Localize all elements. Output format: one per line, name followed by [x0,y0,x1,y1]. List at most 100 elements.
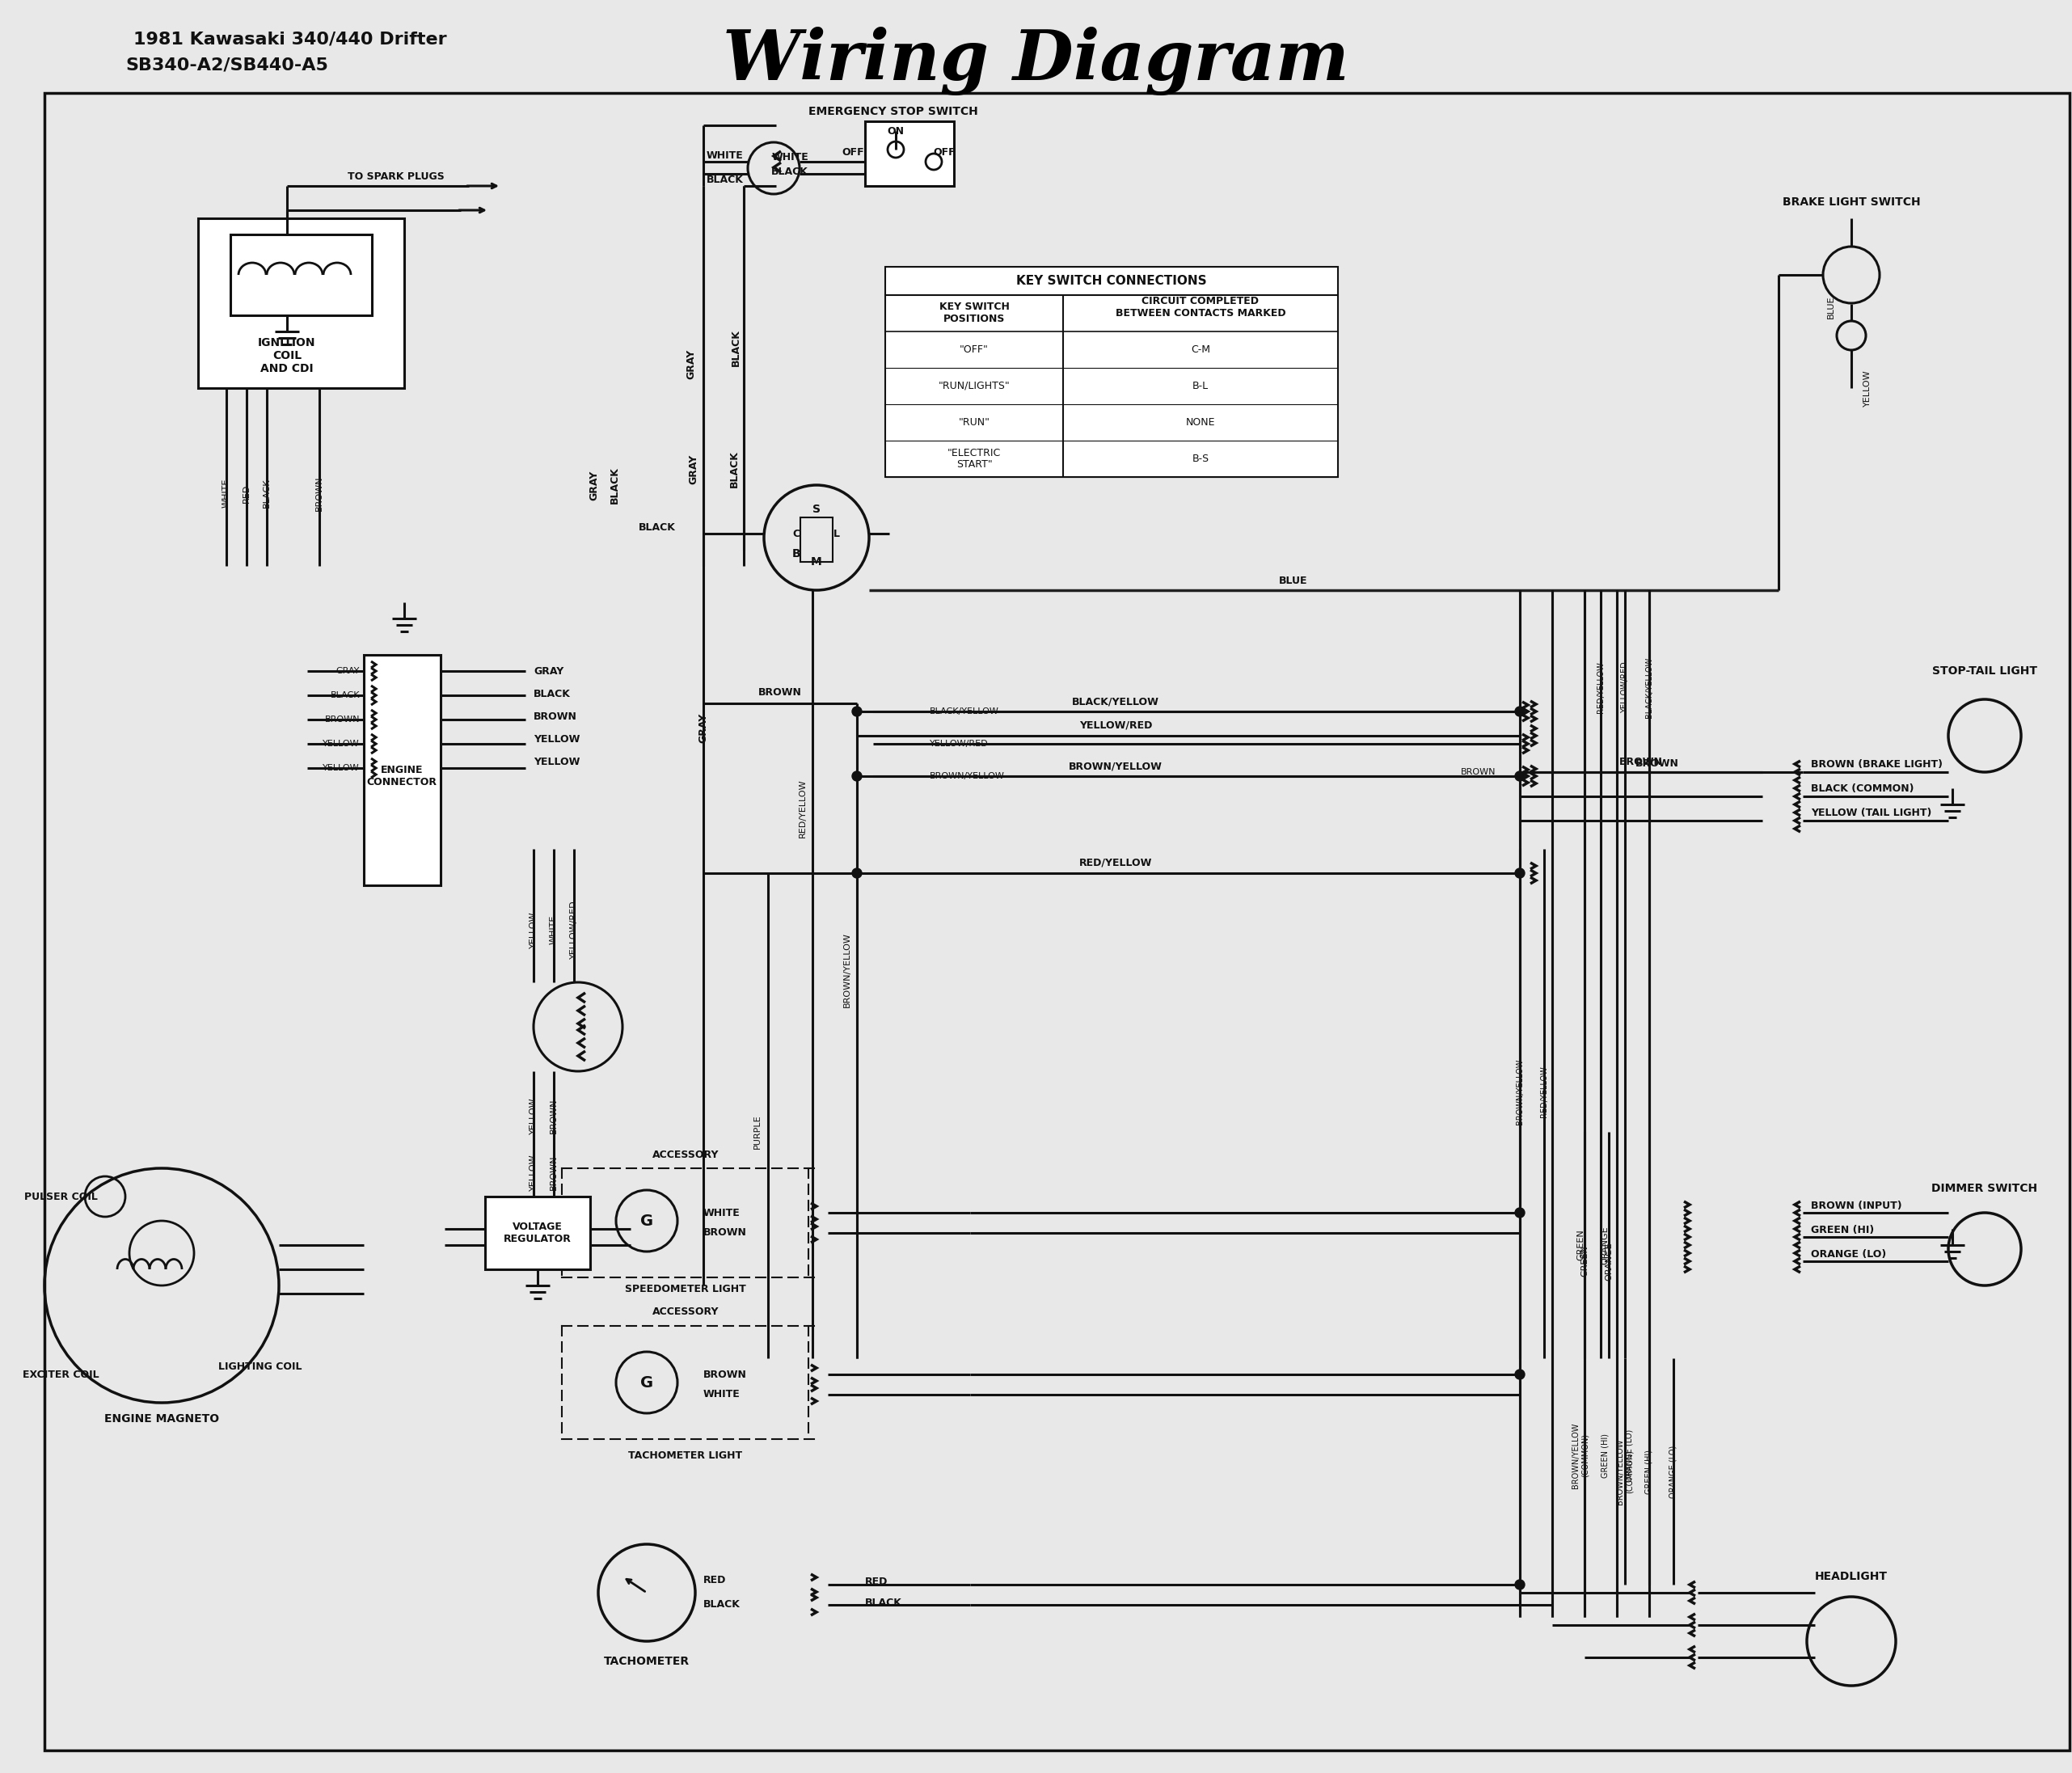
Text: VOLTAGE
REGULATOR: VOLTAGE REGULATOR [503,1222,572,1245]
Circle shape [1515,1369,1525,1379]
Text: YELLOW/RED: YELLOW/RED [1620,661,1629,713]
Text: TACHOMETER: TACHOMETER [603,1656,690,1667]
Text: IGNITION
COIL
AND CDI: IGNITION COIL AND CDI [259,337,315,374]
Text: BROWN: BROWN [325,716,361,723]
Text: KEY SWITCH CONNECTIONS: KEY SWITCH CONNECTIONS [1017,275,1206,287]
Text: PULSER COIL: PULSER COIL [25,1191,97,1202]
Text: GRAY: GRAY [588,470,599,500]
Text: RED/YELLOW: RED/YELLOW [798,778,806,839]
Text: BLACK: BLACK [638,521,675,532]
Text: GRAY: GRAY [688,454,698,484]
Text: BROWN: BROWN [1620,757,1664,768]
Text: BROWN/YELLOW: BROWN/YELLOW [930,771,1005,780]
Circle shape [1515,707,1525,716]
Text: OFF: OFF [932,147,955,158]
Text: ENGINE
CONNECTOR: ENGINE CONNECTOR [367,764,437,787]
Text: BLACK: BLACK [535,688,570,699]
Text: SB340-A2/SB440-A5: SB340-A2/SB440-A5 [124,57,327,73]
Text: WHITE: WHITE [549,915,557,945]
Text: BLUE: BLUE [1278,574,1307,585]
Text: EXCITER COIL: EXCITER COIL [23,1369,99,1379]
Text: WHITE: WHITE [707,151,744,161]
Text: YELLOW: YELLOW [535,734,580,745]
Text: RED: RED [864,1576,889,1587]
Circle shape [852,869,862,878]
Text: G: G [640,1213,653,1229]
Text: OFF: OFF [841,147,864,158]
Text: BLACK (COMMON): BLACK (COMMON) [1811,784,1915,794]
Text: EMERGENCY STOP SWITCH: EMERGENCY STOP SWITCH [808,106,978,117]
Text: BRAKE LIGHT SWITCH: BRAKE LIGHT SWITCH [1782,197,1921,207]
Text: YELLOW: YELLOW [1863,369,1871,406]
Text: GREEN (HI): GREEN (HI) [1645,1449,1653,1493]
Circle shape [1515,771,1525,780]
Text: YELLOW/RED: YELLOW/RED [930,739,988,748]
Text: TO SPARK PLUGS: TO SPARK PLUGS [348,170,445,181]
Text: BROWN: BROWN [549,1154,557,1190]
Text: YELLOW: YELLOW [530,911,537,949]
Bar [230,234,371,316]
Text: BROWN/YELLOW
(COMMON): BROWN/YELLOW (COMMON) [1573,1422,1589,1488]
Text: ORANGE (LO): ORANGE (LO) [1624,1429,1633,1482]
Circle shape [852,771,862,780]
Text: GREEN: GREEN [1581,1246,1589,1277]
Text: BROWN: BROWN [702,1369,746,1379]
Text: YELLOW: YELLOW [323,764,361,771]
Text: ENGINE MAGNETO: ENGINE MAGNETO [104,1413,220,1424]
Text: YELLOW: YELLOW [530,1097,537,1135]
Text: BLACK: BLACK [702,1599,740,1610]
Text: ACCESSORY: ACCESSORY [653,1307,719,1317]
Text: ORANGE: ORANGE [1604,1241,1612,1280]
Text: WHITE: WHITE [702,1207,740,1218]
Text: LIGHTING COIL: LIGHTING COIL [218,1362,303,1372]
Text: GRAY: GRAY [336,667,361,676]
Text: DIMMER SWITCH: DIMMER SWITCH [1931,1183,2037,1195]
Text: BROWN (INPUT): BROWN (INPUT) [1811,1200,1902,1211]
Text: BLACK/YELLOW: BLACK/YELLOW [930,707,999,716]
Bar [485,1197,591,1269]
Text: BROWN/YELLOW
(COMMON): BROWN/YELLOW (COMMON) [1616,1438,1633,1504]
Text: ORANGE: ORANGE [1602,1225,1608,1264]
Text: B-S: B-S [1191,454,1210,465]
Text: GRAY: GRAY [698,713,709,743]
Bar [199,218,404,388]
Text: YELLOW/RED: YELLOW/RED [570,901,578,959]
Text: ON: ON [887,126,903,137]
Text: GRAY: GRAY [686,349,696,379]
Text: BLACK: BLACK [729,450,740,488]
Text: YELLOW: YELLOW [530,1154,537,1191]
Text: HEADLIGHT: HEADLIGHT [1815,1571,1888,1582]
Text: BLACK: BLACK [707,176,744,186]
Text: BLACK: BLACK [609,466,620,504]
Text: M: M [810,557,823,567]
Text: WHITE: WHITE [771,152,808,163]
Text: G: G [640,1374,653,1390]
Text: ORANGE (LO): ORANGE (LO) [1670,1445,1678,1498]
Text: BLACK: BLACK [731,330,742,367]
Text: C: C [794,528,800,539]
Bar [885,266,1339,477]
Circle shape [852,707,862,716]
Text: RED: RED [242,484,251,502]
Text: BROWN: BROWN [758,688,802,699]
Text: RED/YELLOW: RED/YELLOW [1539,1066,1548,1117]
Text: YELLOW: YELLOW [323,739,361,748]
Circle shape [1515,869,1525,878]
Text: YELLOW (TAIL LIGHT): YELLOW (TAIL LIGHT) [1811,808,1931,819]
Text: BLUE: BLUE [1828,296,1836,319]
Text: "RUN": "RUN" [959,417,990,427]
Bar [800,518,833,562]
Text: WHITE: WHITE [222,479,230,507]
Text: ORANGE (LO): ORANGE (LO) [1811,1248,1886,1259]
Bar [365,654,441,885]
Text: BROWN: BROWN [549,1097,557,1133]
Text: GREEN (HI): GREEN (HI) [1811,1225,1875,1236]
Text: BLACK: BLACK [864,1597,901,1608]
Text: BROWN/YELLOW: BROWN/YELLOW [1069,761,1162,771]
Circle shape [1515,1207,1525,1218]
Text: B: B [792,548,800,560]
Text: "RUN/LIGHTS": "RUN/LIGHTS" [939,381,1009,392]
Text: ACCESSORY: ACCESSORY [653,1149,719,1160]
Text: GREEN (HI): GREEN (HI) [1602,1433,1608,1477]
Bar [864,121,953,186]
